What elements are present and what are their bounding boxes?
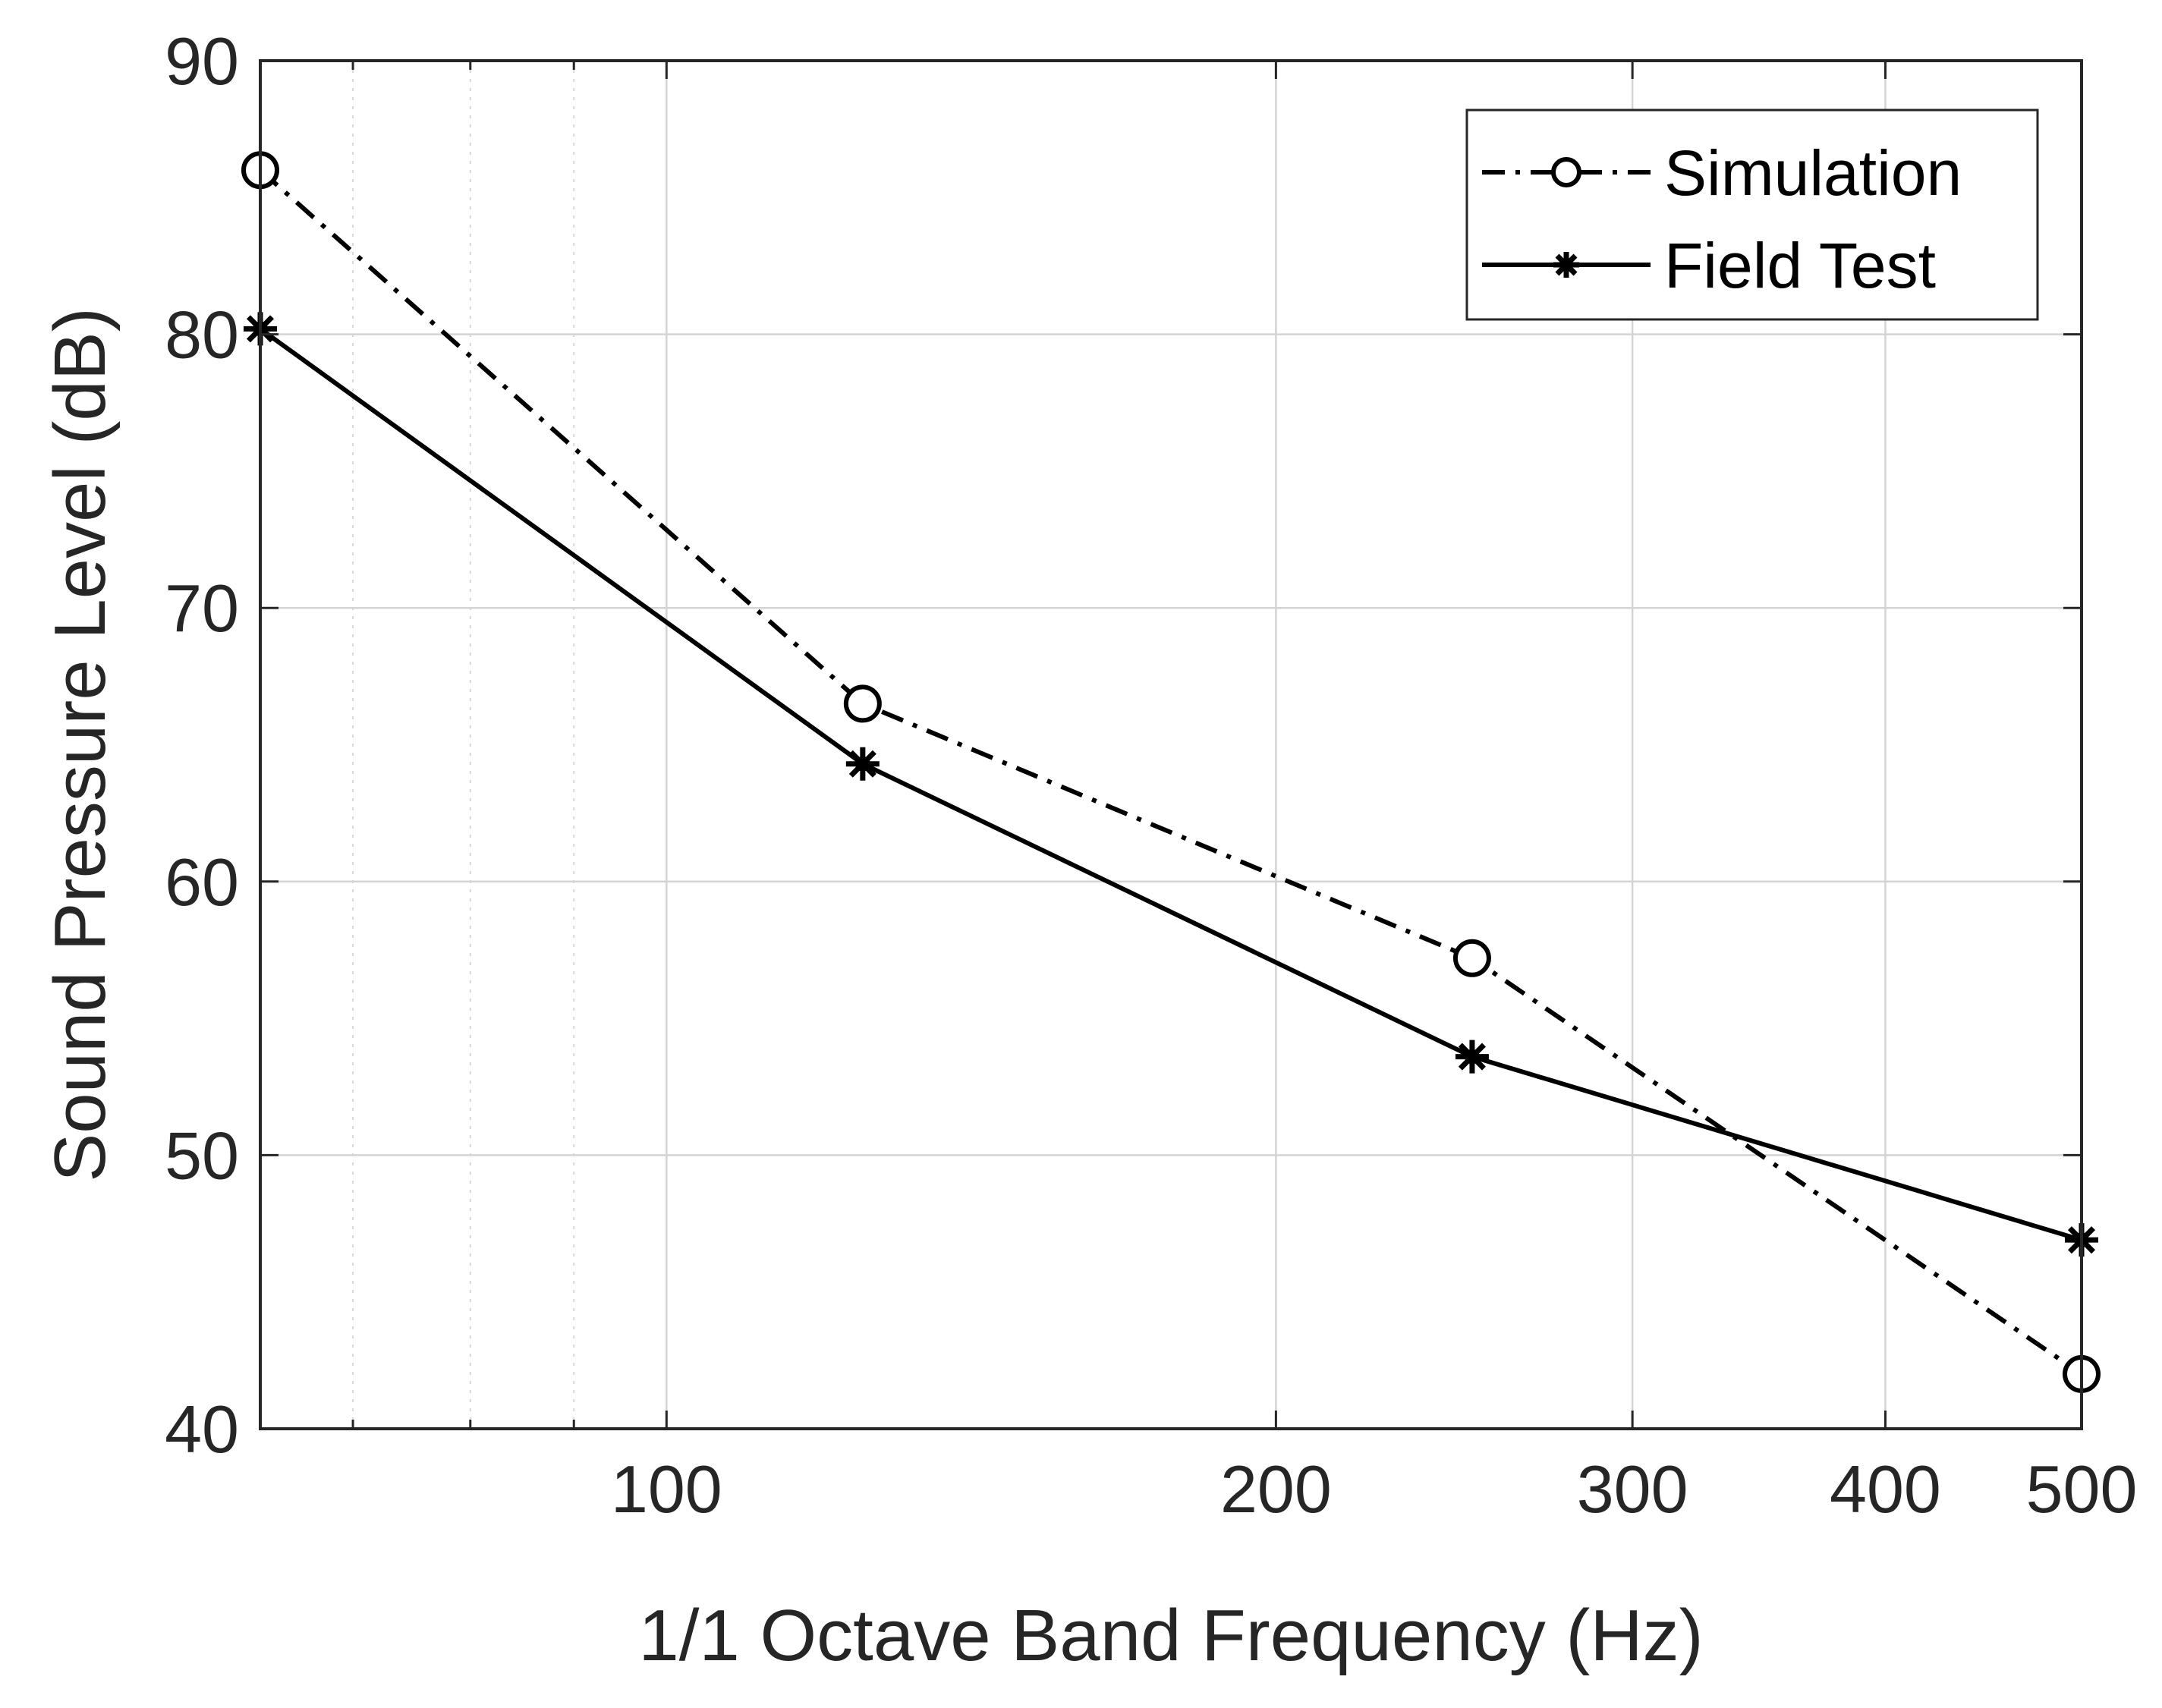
axes-box bbox=[259, 59, 2083, 1430]
axes-frame bbox=[259, 59, 2083, 1430]
y-tick-label: 60 bbox=[165, 845, 239, 920]
tick-labels: 100 200 300 400 500 40 50 60 70 80 90 bbox=[165, 24, 2137, 1527]
legend-marker-simulation bbox=[1551, 157, 1581, 187]
legend-marker-field-test bbox=[1553, 252, 1579, 278]
legend-box bbox=[1465, 109, 2039, 321]
x-tick-label: 200 bbox=[1220, 1452, 1332, 1527]
x-tick-label: 100 bbox=[611, 1452, 722, 1527]
series-line-field-test bbox=[259, 326, 2082, 1243]
x-tick-label: 300 bbox=[1577, 1452, 1688, 1527]
marker-field-test-center bbox=[854, 756, 870, 772]
marker-field-test-center bbox=[1465, 1049, 1480, 1065]
series-layer bbox=[241, 151, 2101, 1393]
marker-field-test bbox=[1455, 1040, 1489, 1074]
legend-label-field-test: Field Test bbox=[1664, 230, 1936, 301]
marker-field-test bbox=[845, 747, 880, 781]
legend-marker-field-test-center bbox=[1560, 259, 1572, 271]
y-tick-label: 90 bbox=[165, 24, 239, 99]
y-axis-label: Sound Pressure Level (dB) bbox=[39, 307, 121, 1182]
y-tick-label: 80 bbox=[165, 297, 239, 373]
ticks bbox=[260, 59, 2083, 1430]
marker-simulation bbox=[843, 684, 882, 723]
y-tick-label: 50 bbox=[165, 1118, 239, 1193]
x-tick-label: 500 bbox=[2026, 1452, 2138, 1527]
x-tick-label: 400 bbox=[1830, 1452, 1941, 1527]
legend: Simulation Field Test bbox=[1465, 109, 2039, 321]
y-tick-label: 40 bbox=[165, 1392, 239, 1467]
minor-grid bbox=[352, 61, 575, 1429]
x-axis-label: 1/1 Octave Band Frequency (Hz) bbox=[638, 1595, 1703, 1676]
marker-simulation bbox=[1452, 939, 1491, 977]
y-tick-label: 70 bbox=[165, 571, 239, 646]
series-line-simulation bbox=[259, 168, 2083, 1376]
legend-label-simulation: Simulation bbox=[1664, 137, 1962, 209]
